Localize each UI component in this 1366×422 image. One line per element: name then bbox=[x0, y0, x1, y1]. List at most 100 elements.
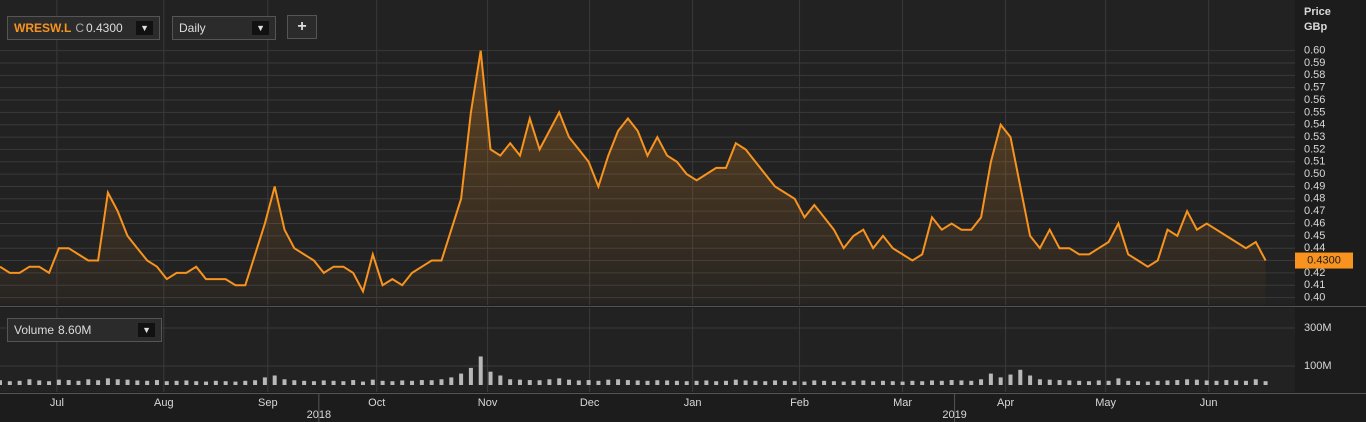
year-label: 2018 bbox=[307, 409, 331, 421]
volume-bar bbox=[880, 380, 885, 385]
volume-bar bbox=[223, 381, 228, 385]
volume-bar bbox=[174, 380, 179, 385]
x-tick-label: Nov bbox=[478, 397, 498, 409]
volume-bar bbox=[47, 381, 52, 385]
axis-unit: GBp bbox=[1304, 21, 1328, 33]
volume-bar bbox=[145, 380, 150, 385]
volume-bar bbox=[743, 380, 748, 385]
volume-bar bbox=[1253, 379, 1258, 385]
x-tick-label: Feb bbox=[790, 397, 809, 409]
volume-bar bbox=[547, 379, 552, 385]
volume-bar bbox=[331, 380, 336, 385]
volume-bar bbox=[380, 380, 385, 385]
dropdown-arrow: ▼ bbox=[252, 21, 269, 35]
volume-bar bbox=[7, 381, 12, 385]
x-tick-label: Aug bbox=[154, 397, 174, 409]
y-tick-label: 0.53 bbox=[1304, 131, 1325, 143]
volume-bar bbox=[616, 379, 621, 385]
volume-bar bbox=[704, 380, 709, 385]
volume-bar bbox=[527, 380, 532, 385]
volume-bar bbox=[674, 380, 679, 385]
volume-bar bbox=[1214, 380, 1219, 385]
volume-bar bbox=[1204, 380, 1209, 385]
volume-bar bbox=[468, 367, 473, 385]
volume-bar bbox=[351, 380, 356, 385]
volume-bar bbox=[311, 381, 316, 385]
y-tick-label: 300M bbox=[1304, 322, 1332, 334]
volume-bar bbox=[105, 378, 110, 385]
interval: Daily bbox=[179, 21, 206, 35]
y-tick-label: 0.45 bbox=[1304, 230, 1325, 242]
volume-panel bbox=[0, 308, 1295, 392]
volume-bar bbox=[537, 380, 542, 385]
y-tick-label: 0.46 bbox=[1304, 217, 1325, 229]
volume-bar bbox=[115, 379, 120, 385]
volume-bar bbox=[851, 380, 856, 385]
volume-bar bbox=[96, 380, 101, 385]
volume-bar bbox=[1145, 381, 1150, 385]
interval-selector[interactable]: Daily ▼ bbox=[172, 16, 276, 40]
volume-bar bbox=[321, 380, 326, 385]
volume-bar bbox=[1057, 380, 1062, 385]
volume-bar bbox=[625, 380, 630, 385]
x-tick-label: Mar bbox=[893, 397, 912, 409]
dropdown-arrow: ▼ bbox=[136, 21, 153, 35]
volume-bar bbox=[635, 380, 640, 385]
volume-bar bbox=[782, 380, 787, 385]
symbol: WRESW.L bbox=[14, 21, 72, 35]
y-tick-label: 0.57 bbox=[1304, 82, 1325, 94]
volume-bar bbox=[390, 381, 395, 385]
volume-bar bbox=[76, 380, 81, 385]
close-prefix: C bbox=[75, 21, 84, 35]
y-tick-label: 0.58 bbox=[1304, 69, 1325, 81]
volume-bar bbox=[439, 379, 444, 385]
price-line bbox=[0, 50, 1267, 295]
volume-bar bbox=[763, 381, 768, 385]
price-area bbox=[0, 50, 1266, 305]
volume-bar bbox=[890, 381, 895, 385]
volume-bar bbox=[517, 379, 522, 385]
add-button[interactable]: + bbox=[287, 15, 317, 39]
y-tick-label: 0.48 bbox=[1304, 193, 1325, 205]
volume-bar bbox=[1185, 379, 1190, 385]
y-tick-label: 0.40 bbox=[1304, 291, 1325, 303]
volume-name: Volume bbox=[14, 323, 55, 337]
volume-bar bbox=[164, 381, 169, 385]
volume-bar bbox=[27, 379, 32, 385]
volume-bar bbox=[920, 381, 925, 385]
y-tick-label: 0.47 bbox=[1304, 205, 1325, 217]
volume-bar bbox=[56, 379, 61, 385]
axis-title: Price bbox=[1304, 6, 1331, 18]
volume-bar bbox=[410, 380, 415, 385]
volume-bar bbox=[714, 381, 719, 385]
volume-bar bbox=[1106, 380, 1111, 385]
volume-bar bbox=[1126, 380, 1131, 385]
volume-bar bbox=[498, 375, 503, 385]
volume-bar bbox=[655, 380, 660, 385]
volume-bar bbox=[596, 380, 601, 385]
volume-bar bbox=[243, 380, 248, 385]
volume-bar bbox=[1008, 374, 1013, 385]
volume-bar bbox=[773, 380, 778, 385]
volume-bar bbox=[204, 381, 209, 385]
volume-bar bbox=[419, 380, 424, 385]
volume-bar bbox=[1096, 380, 1101, 385]
last-price-tag bbox=[1295, 252, 1353, 269]
symbol-selector[interactable]: WRESW.L C 0.4300 ▼ bbox=[7, 16, 160, 40]
volume-selector[interactable]: Volume 8.60M ▼ bbox=[7, 318, 162, 342]
volume-bar bbox=[733, 379, 738, 385]
volume-bar bbox=[86, 379, 91, 385]
y-tick-label: 0.50 bbox=[1304, 168, 1325, 180]
volume-bar bbox=[959, 380, 964, 385]
volume-bar bbox=[812, 380, 817, 385]
y-tick-label: 0.55 bbox=[1304, 106, 1325, 118]
volume-bar bbox=[360, 381, 365, 385]
close-value: 0.4300 bbox=[86, 21, 123, 35]
volume-bar bbox=[370, 379, 375, 385]
volume-bar bbox=[841, 381, 846, 385]
volume-bar bbox=[979, 379, 984, 385]
volume-bar bbox=[969, 380, 974, 385]
volume-bar bbox=[576, 380, 581, 385]
